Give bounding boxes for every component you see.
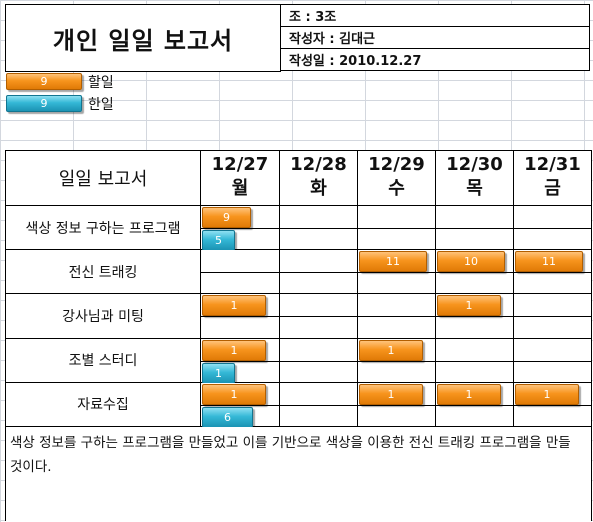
day-header: 12/30 목 [436,151,514,206]
task-day-cell [436,338,514,383]
planned-bar: 1 [202,383,266,405]
planned-bar: 1 [437,295,501,317]
task-day-cell [280,382,358,427]
done-bar: 6 [202,406,253,428]
day-date: 12/27 [211,154,269,175]
task-day-cell [201,250,280,295]
day-header: 12/27 월 [201,151,280,206]
day-header: 12/28 화 [280,151,358,206]
task-label: 전신 트래킹 [6,250,201,295]
planned-bar: 1 [359,339,423,361]
day-date: 12/29 [368,154,425,175]
task-label: 자료수집 [6,382,201,427]
planned-bar: 9 [202,207,251,228]
report-title: 개인 일일 보고서 [5,4,281,72]
legend-done-label: 한일 [88,97,114,113]
done-bar: 5 [202,230,235,252]
done-bar: 1 [202,362,235,384]
task-day-cell [280,338,358,383]
planned-bar: 1 [359,383,423,405]
task-day-cell [280,294,358,339]
task-day-cell [514,294,591,339]
day-header: 12/31 금 [514,151,591,206]
table-header-label: 일일 보고서 [6,151,201,206]
planned-bar: 10 [437,251,505,273]
task-day-cell [436,206,514,251]
task-day-cell [280,206,358,251]
author-field: 작성자 : 김대근 [280,26,590,49]
planned-bar: 11 [515,251,583,273]
planned-bar: 11 [359,251,427,273]
day-weekday: 목 [466,178,483,199]
planned-bar: 1 [515,383,579,405]
date-field: 작성일 : 2010.12.27 [280,48,590,71]
task-day-cell [358,206,436,251]
team-field: 조 : 3조 [280,4,590,27]
task-day-cell [280,250,358,295]
planned-bar: 1 [202,295,266,317]
task-label: 조별 스터디 [6,338,201,383]
day-weekday: 수 [388,178,405,199]
planned-bar: 1 [437,383,501,405]
task-day-cell [358,294,436,339]
task-day-cell [514,206,591,251]
legend-done-badge: 9 [6,95,82,112]
task-day-cell [514,338,591,383]
task-label: 색상 정보 구하는 프로그램 [6,206,201,251]
day-date: 12/30 [446,154,503,175]
legend-planned-label: 할일 [88,75,114,91]
day-weekday: 화 [310,178,327,199]
day-weekday: 월 [231,178,249,199]
summary-text: 색상 정보를 구하는 프로그램을 만들었고 이를 기반으로 색상을 이용한 전신… [6,427,591,522]
day-date: 12/28 [290,154,347,175]
legend-planned-badge: 9 [6,73,82,90]
day-weekday: 금 [544,178,561,199]
day-header: 12/29 수 [358,151,436,206]
planned-bar: 1 [202,339,266,361]
task-label: 강사님과 미팅 [6,294,201,339]
day-date: 12/31 [524,154,581,175]
